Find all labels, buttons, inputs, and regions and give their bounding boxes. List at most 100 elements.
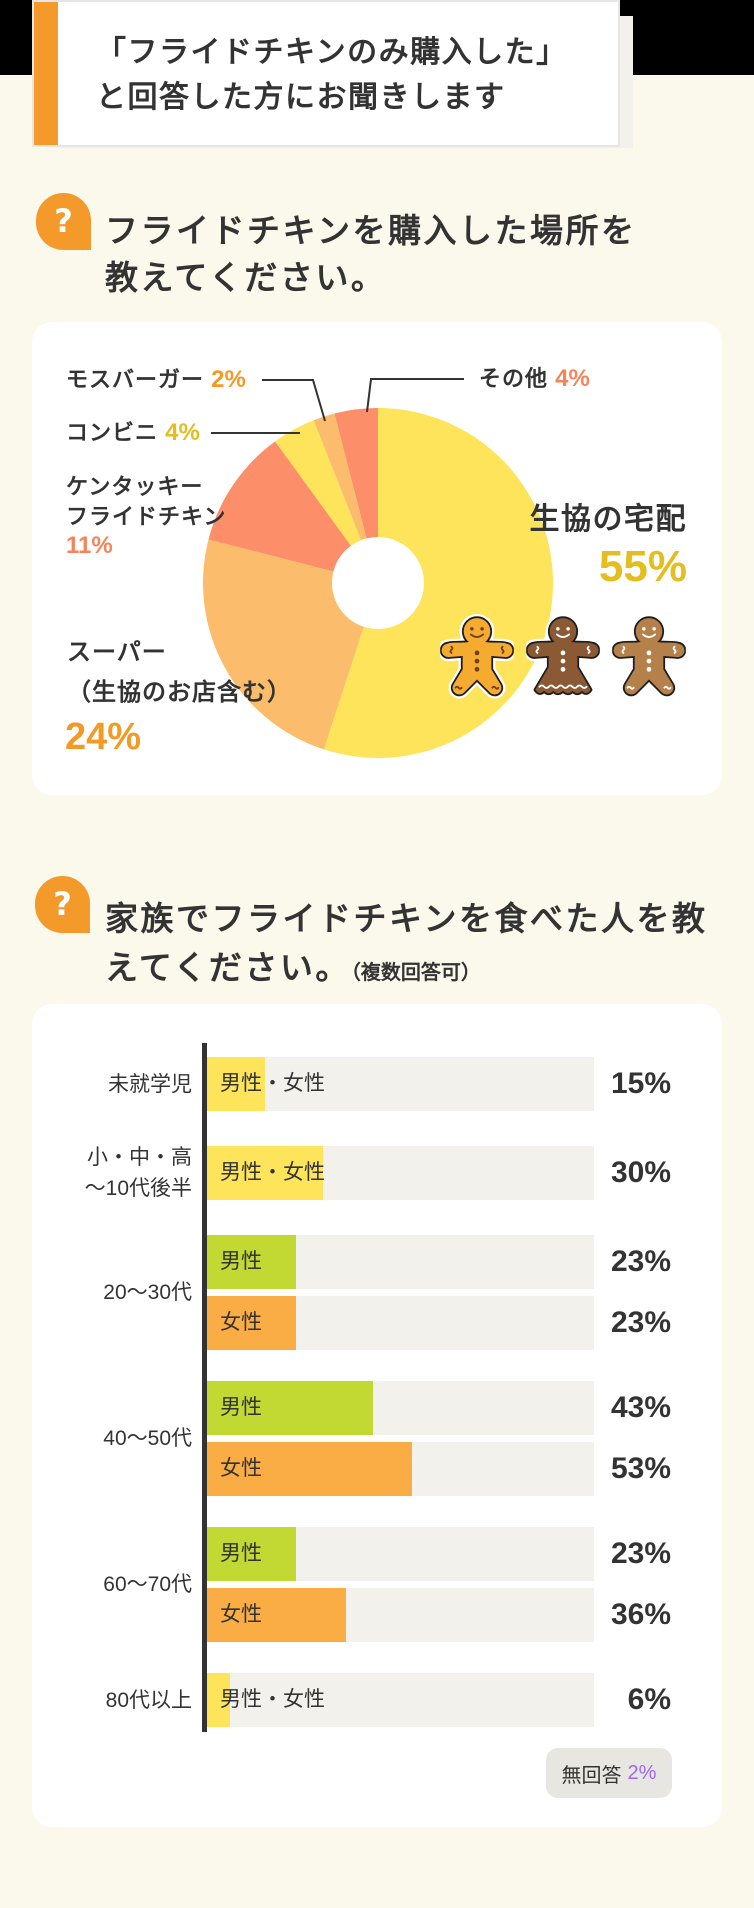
title-accent-bar [34, 2, 58, 145]
bar-value-label: 36% [610, 1598, 671, 1631]
group-label: 20～30代 [103, 1281, 192, 1304]
bar-track: 女性 [207, 1296, 594, 1350]
bar-fill [207, 1673, 231, 1727]
bar-track: 女性 [207, 1442, 594, 1496]
pie-label-name: その他 [479, 366, 549, 391]
purchase-place-donut-chart [203, 408, 553, 758]
pie-slice-6 [334, 408, 378, 539]
bar-row-female: 女性 36% [207, 1588, 671, 1642]
bar-fill [207, 1588, 347, 1642]
pie-label-name: コンビニ [66, 420, 159, 445]
bar-series-label: 女性 [220, 1603, 262, 1626]
bar-series-label: 男性 [220, 1542, 262, 1565]
bar-track: 男性・女性 [207, 1146, 594, 1200]
pie-label-pct: 4% [165, 419, 200, 446]
bar-group-80s-plus: 80代以上 男性・女性 6% [40, 1673, 671, 1727]
group-label-line-2: ～10代後半 [84, 1177, 192, 1200]
question-1-title: フライドチキンを購入した場所を 教えてください。 [105, 207, 637, 301]
group-label-line-1: 小・中・高 [87, 1146, 192, 1169]
bar-row-female: 女性 23% [207, 1296, 671, 1350]
bar-group-20s-30s: 20～30代 男性 23% 女性 23% [40, 1235, 671, 1350]
bar-value-label: 23% [610, 1245, 671, 1278]
bar-track: 男性・女性 [207, 1673, 594, 1727]
pie-label-coop-delivery-name: 生協の宅配 [529, 503, 687, 536]
header-title-line-1: 「フライドチキンのみ購入した」 [96, 35, 568, 69]
group-bars: 男性・女性 15% [207, 1057, 671, 1111]
bar-track: 男性 [207, 1235, 594, 1289]
bar-series-label: 男性・女性 [220, 1688, 325, 1711]
bar-series-label: 男性・女性 [220, 1161, 325, 1184]
gingerbread-girl-brown-icon [526, 614, 600, 700]
bar-series-label: 男性 [220, 1250, 262, 1273]
question-icon: ? [35, 876, 90, 933]
header-title-line-2: と回答した方にお聞きします [96, 80, 506, 114]
bar-group-60s-70s: 60～70代 男性 23% 女性 36% [40, 1527, 671, 1642]
bar-value-label: 23% [610, 1306, 671, 1339]
bar-row: 男性・女性 30% [207, 1146, 671, 1200]
bar-group-40s-50s: 40～50代 男性 43% 女性 53% [40, 1381, 671, 1496]
question-2-title: 家族でフライドチキンを食べた人を教 えてください。（複数回答可） [105, 894, 708, 998]
question-2-title-line-1: 家族でフライドチキンを食べた人を教 [105, 899, 708, 937]
bar-series-label: 男性 [220, 1396, 262, 1419]
pie-slices [203, 408, 553, 758]
no-answer-label: 無回答 [561, 1764, 622, 1787]
bar-track: 男性 [207, 1381, 594, 1435]
pie-slice-5 [313, 413, 367, 541]
bar-group-school-age: 小・中・高 ～10代後半 男性・女性 30% [40, 1142, 671, 1204]
bar-track: 女性 [207, 1588, 594, 1642]
pie-label-name-line-2: （生協のお店含む） [67, 679, 292, 706]
question-2-title-line-2: えてください。（複数回答可） [105, 943, 708, 998]
gingerbread-man-orange-icon [440, 614, 514, 700]
pie-label-kfc: ケンタッキー フライドチキン 11% [66, 472, 226, 561]
pie-label-pct: 2% [211, 366, 246, 393]
group-bars: 男性 23% 女性 36% [207, 1527, 671, 1642]
question-1-title-line-2: 教えてください。 [105, 258, 387, 296]
group-label: 小・中・高 ～10代後半 [40, 1142, 192, 1204]
pie-label-other: その他 4% [479, 365, 590, 393]
pie-label-name-line-1: ケンタッキー [66, 474, 204, 499]
bar-chart-axis-line [202, 1043, 207, 1732]
pie-label-supermarket-pct: 24% [65, 716, 142, 758]
bar-value-label: 53% [610, 1452, 671, 1485]
pie-slice-2 [203, 539, 364, 750]
bar-series-label: 男性・女性 [220, 1072, 325, 1095]
bar-value-label: 23% [610, 1537, 671, 1570]
group-label: 未就学児 [108, 1072, 192, 1096]
bar-series-label: 女性 [220, 1311, 262, 1334]
bar-value-label: 43% [610, 1391, 671, 1424]
bar-row: 男性・女性 6% [207, 1673, 671, 1727]
question-2-title-line-2-text: えてください。 [105, 948, 351, 986]
pie-label-name: モスバーガー [66, 367, 205, 392]
bar-value-label: 30% [610, 1156, 671, 1189]
bar-row-male: 男性 23% [207, 1235, 671, 1289]
bar-row-male: 男性 23% [207, 1527, 671, 1581]
bar-row-male: 男性 43% [207, 1381, 671, 1435]
pie-label-pct: 4% [555, 365, 590, 392]
bar-fill [207, 1381, 374, 1435]
question-icon: ? [36, 193, 91, 250]
bar-fill [207, 1146, 324, 1200]
bar-track: 男性 [207, 1527, 594, 1581]
pie-slice-3 [208, 441, 351, 572]
group-bars: 男性 43% 女性 53% [207, 1381, 671, 1496]
bar-fill [207, 1057, 266, 1111]
bar-series-label: 女性 [220, 1457, 262, 1480]
pie-label-name-line-2: フライドチキン [66, 503, 227, 529]
group-label: 80代以上 [105, 1688, 192, 1712]
pie-label-coop-delivery-pct: 55% [598, 542, 687, 591]
bar-fill [207, 1442, 413, 1496]
pie-label-mos-burger: モスバーガー 2% [66, 366, 246, 394]
section-header-box: 「フライドチキンのみ購入した」 と回答した方にお聞きします [32, 0, 620, 147]
pie-label-pct: 11% [66, 532, 113, 559]
bar-group-preschool: 未就学児 男性・女性 15% [40, 1057, 671, 1111]
bar-fill [207, 1235, 296, 1289]
bar-track: 男性・女性 [207, 1057, 594, 1111]
pie-label-name-line-1: スーパー [67, 639, 167, 666]
bar-value-label: 15% [610, 1067, 671, 1100]
gingerbread-man-tan-icon [612, 614, 686, 700]
bar-value-label: 6% [627, 1683, 671, 1716]
multiple-answers-note: （複数回答可） [350, 961, 481, 984]
group-bars: 男性・女性 6% [207, 1673, 671, 1727]
pie-label-supermarket: スーパー （生協のお店含む） [67, 633, 292, 713]
section-header-title: 「フライドチキンのみ購入した」 と回答した方にお聞きします [96, 30, 568, 120]
